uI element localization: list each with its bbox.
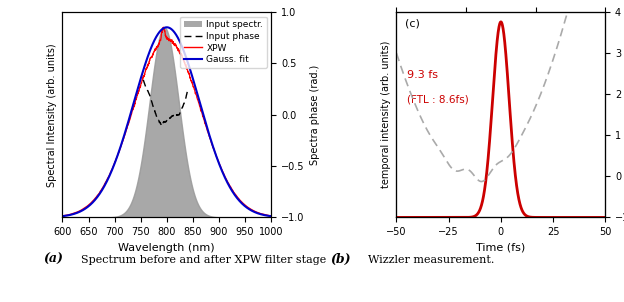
Input phase — [140, 79, 147, 82]
Input phase — [177, 109, 185, 112]
Input phase — [166, 116, 173, 120]
XPW — [59, 214, 66, 218]
XPW — [148, 55, 155, 59]
Gauss. fit — [263, 214, 271, 217]
X-axis label: Time (fs): Time (fs) — [476, 243, 525, 253]
Y-axis label: Spectral Intensity (arb. units): Spectral Intensity (arb. units) — [47, 43, 57, 187]
Input phase — [158, 124, 165, 127]
Gauss. fit — [148, 45, 155, 49]
Line: XPW: XPW — [62, 27, 271, 216]
Gauss. fit — [163, 25, 170, 29]
Input phase — [180, 102, 187, 106]
Line: Gauss. fit: Gauss. fit — [62, 27, 271, 216]
Text: (b): (b) — [331, 253, 351, 266]
Gauss. fit — [59, 214, 66, 218]
XPW — [241, 203, 248, 207]
Gauss. fit — [268, 214, 275, 218]
XPW — [268, 214, 275, 218]
XPW — [82, 205, 90, 209]
Gauss. fit — [241, 204, 248, 208]
Text: (FTL : 8.6fs): (FTL : 8.6fs) — [407, 94, 469, 104]
Gauss. fit — [82, 206, 90, 210]
XPW — [139, 78, 146, 82]
Y-axis label: Spectra phase (rad.): Spectra phase (rad.) — [310, 65, 320, 165]
XPW — [160, 25, 167, 29]
Text: Spectrum before and after XPW filter stage: Spectrum before and after XPW filter sta… — [81, 255, 326, 265]
X-axis label: Wavelength (nm): Wavelength (nm) — [119, 243, 215, 253]
Input phase — [184, 88, 192, 92]
Text: Wizzler measurement.: Wizzler measurement. — [368, 255, 495, 265]
XPW — [263, 214, 271, 217]
XPW — [95, 192, 102, 196]
Input phase — [166, 116, 173, 120]
Y-axis label: temporal intensity (arb. units): temporal intensity (arb. units) — [381, 41, 391, 188]
Text: (a): (a) — [44, 253, 64, 266]
Text: 9.3 fs: 9.3 fs — [407, 69, 438, 80]
Legend: Input spectr., Input phase, XPW, Gauss. fit: Input spectr., Input phase, XPW, Gauss. … — [180, 17, 266, 68]
Line: Input phase: Input phase — [144, 80, 188, 125]
Input phase — [167, 116, 174, 120]
Input phase — [140, 78, 147, 82]
Text: (c): (c) — [405, 18, 420, 28]
Gauss. fit — [139, 71, 146, 75]
Gauss. fit — [95, 194, 102, 197]
